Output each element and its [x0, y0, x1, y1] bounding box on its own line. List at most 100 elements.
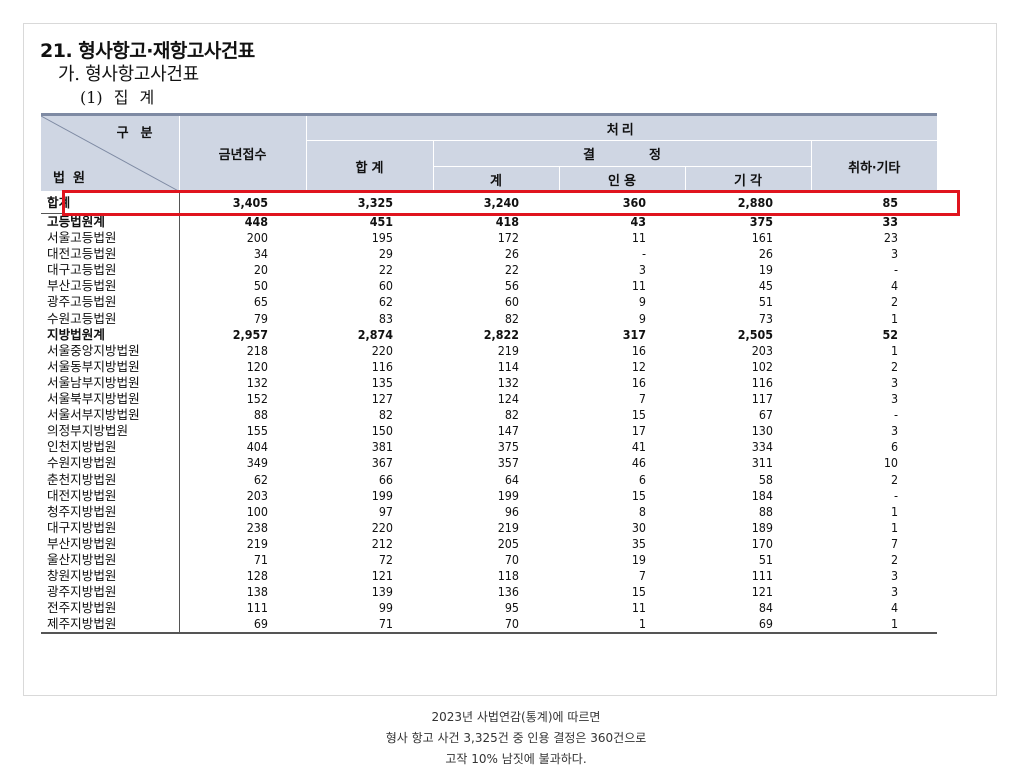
cell-dismissed: 26 [758, 246, 773, 262]
cell-other: 3 [890, 423, 899, 439]
table-row: 서울서부지방법원 88 82 82 15 67 - [41, 407, 937, 424]
cell-dismissed: 116 [751, 374, 773, 390]
cell-dismissed: 51 [758, 294, 773, 310]
table-row: 서울중앙지방법원 218 220 219 16 203 1 [41, 342, 937, 359]
court-name: 전주지방법원 [41, 600, 180, 617]
cell-dismissed: 121 [751, 584, 773, 600]
court-name: 울산지방법원 [41, 551, 180, 569]
cell-sum: 26 [504, 246, 519, 262]
table-row: 대전고등법원 34 29 26 - 26 3 [41, 246, 937, 263]
court-name: 창원지방법원 [41, 568, 180, 585]
cell-sum: 124 [497, 391, 519, 407]
cell-granted: 11 [631, 600, 646, 616]
cell-received: 111 [246, 600, 268, 616]
cell-sum: 114 [497, 358, 519, 374]
cell-dismissed: 334 [751, 439, 773, 455]
court-name: 인천지방법원 [41, 439, 180, 456]
cell-other: 1 [890, 503, 899, 519]
cell-dismissed: 189 [751, 519, 773, 535]
cell-granted: 15 [631, 584, 646, 600]
cell-granted: 1 [559, 616, 685, 635]
court-name: 지방법원계 [41, 326, 180, 343]
cell-granted: 317 [622, 326, 646, 342]
table-row: 제주지방법원 69 71 70 1 69 1 [41, 616, 938, 635]
court-name: 부산고등법원 [41, 278, 180, 295]
cell-granted: 6 [638, 471, 646, 487]
cell-granted: 9 [638, 310, 646, 326]
cell-total: 72 [378, 551, 393, 567]
cell-other: 33 [882, 214, 899, 229]
court-name: 서울북부지방법원 [41, 391, 180, 408]
table-row: 전주지방법원 111 99 95 11 84 4 [41, 600, 937, 617]
cell-sum: 70 [504, 551, 519, 567]
cell-sum: 22 [504, 262, 519, 278]
cell-other: 1 [890, 519, 899, 535]
cell-other: 4 [890, 278, 899, 294]
cell-received: 200 [246, 230, 268, 246]
court-name: 서울중앙지방법원 [41, 342, 180, 359]
caption-line-2: 형사 항고 사건 3,325건 중 인용 결정은 360건으로 [385, 731, 647, 745]
cell-granted: 19 [631, 551, 646, 567]
court-name: 대전지방법원 [41, 487, 180, 504]
cell-dismissed: 73 [758, 310, 773, 326]
cell-dismissed: 88 [758, 503, 773, 519]
table-row: 부산고등법원 50 60 56 11 45 4 [41, 278, 937, 295]
cell-received: 128 [246, 568, 268, 584]
cell-total: 451 [369, 214, 393, 229]
cell-other: 23 [883, 230, 899, 246]
cell-received: 2,957 [232, 326, 268, 342]
cell-sum: 95 [504, 600, 519, 616]
cell-received: 100 [246, 503, 268, 519]
cell-granted: 8 [638, 503, 646, 519]
cell-total: 2,874 [357, 326, 393, 342]
cell-sum: 96 [504, 503, 519, 519]
table-row: 서울남부지방법원 132 135 132 16 116 3 [41, 374, 937, 392]
table-row: 대구지방법원 238 220 219 30 189 1 [41, 519, 937, 536]
cell-other: 3 [890, 584, 899, 600]
cell-total: 71 [306, 616, 433, 635]
granted-header: 인 용 [558, 166, 685, 192]
cell-other: 85 [811, 191, 938, 214]
dismissed-header: 기 각 [684, 166, 811, 192]
table-row: 광주고등법원 65 62 60 9 51 2 [41, 294, 937, 311]
cell-sum: 199 [497, 487, 519, 503]
cell-sum: 172 [497, 230, 519, 246]
cell-sum: 82 [504, 407, 519, 423]
corner-bottom-label: 법원 [53, 171, 93, 186]
court-name: 대구지방법원 [41, 519, 180, 536]
cell-sum: 418 [495, 214, 519, 229]
cell-total: 22 [378, 262, 393, 278]
cell-total: 60 [378, 278, 393, 294]
cell-sum: 3,240 [433, 191, 559, 214]
cell-sum: 219 [497, 519, 519, 535]
section-title: 21. 형사항고·재항고사건표 [40, 40, 255, 62]
cell-sum: 357 [497, 455, 519, 471]
cell-granted: 360 [559, 191, 685, 214]
cell-granted: - [641, 246, 646, 262]
cell-granted: 15 [631, 487, 646, 503]
court-name: 수원지방법원 [41, 455, 180, 472]
cell-other: 1 [890, 342, 899, 358]
cell-other: 7 [890, 535, 899, 551]
corner-header: 구분 법원 [41, 113, 179, 192]
cell-received: 349 [246, 455, 268, 471]
cell-total: 3,325 [306, 191, 433, 214]
table-row: 창원지방법원 128 121 118 7 111 3 [41, 568, 937, 585]
cell-dismissed: 130 [751, 423, 773, 439]
table-row: 서울북부지방법원 152 127 124 7 117 3 [41, 391, 937, 408]
cell-sum: 375 [497, 439, 519, 455]
cell-sum: 70 [433, 616, 559, 635]
cell-sum: 2,822 [483, 326, 519, 342]
cell-sum: 136 [497, 584, 519, 600]
cell-total: 97 [378, 503, 393, 519]
court-name: 대전고등법원 [41, 246, 180, 263]
cell-other: 1 [811, 616, 938, 635]
cell-granted: 11 [631, 278, 646, 294]
cell-granted: 15 [631, 407, 646, 423]
cell-total: 220 [371, 342, 393, 358]
cell-total: 212 [371, 535, 393, 551]
cell-received: 65 [253, 294, 268, 310]
cell-other: 2 [890, 551, 899, 567]
cell-received: 219 [246, 535, 268, 551]
cell-granted: 43 [630, 214, 646, 229]
